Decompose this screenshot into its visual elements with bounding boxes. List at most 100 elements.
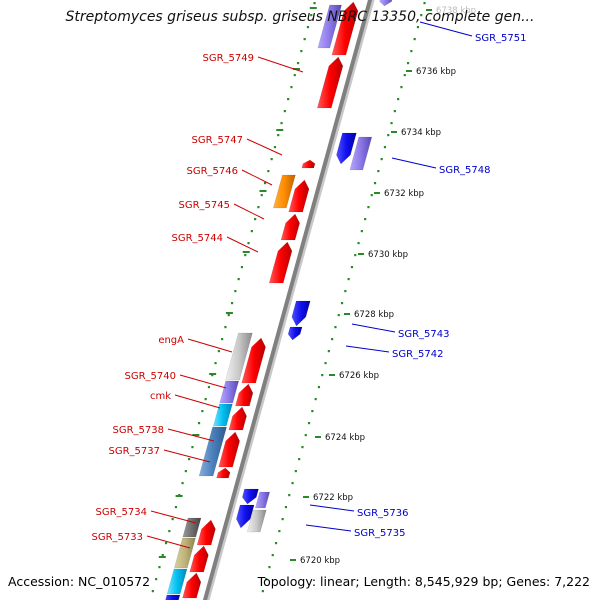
leader-line (345, 345, 390, 353)
gene-feature (291, 300, 311, 327)
ruler-dot (260, 194, 263, 197)
ruler-dot (247, 242, 250, 245)
ruler-dot (250, 230, 253, 233)
ruler-dot (310, 14, 313, 17)
gene-feature (242, 488, 259, 505)
ruler-dot (423, 2, 426, 5)
gene-feature (196, 519, 216, 546)
ruler-label: 6722 kbp (313, 493, 353, 503)
gene-feature (189, 545, 209, 573)
gene-feature (219, 380, 240, 404)
gene-feature (272, 174, 296, 209)
ruler-label: 6734 kbp (401, 128, 441, 138)
gene-feature (280, 213, 300, 241)
ruler-dot (298, 458, 301, 461)
gene-feature (254, 491, 271, 509)
gene-label-reverse: SGR_5748 (439, 165, 491, 176)
gene-feature (198, 426, 227, 477)
ruler-dot (327, 350, 330, 353)
ruler-dot (350, 266, 354, 269)
ruler-dot (387, 134, 390, 137)
gene-feature (336, 132, 357, 165)
ruler-dot (406, 62, 410, 65)
leader-line (309, 504, 355, 512)
ruler-dot (344, 290, 347, 293)
leader-line (241, 169, 273, 186)
ruler-dot (340, 302, 344, 305)
ruler-dot (331, 338, 334, 341)
ruler-dot (164, 542, 168, 545)
leader-line (163, 449, 211, 463)
leader-line (179, 374, 227, 389)
gene-feature (173, 537, 196, 569)
ruler-dot (420, 14, 423, 17)
label-leaders (146, 21, 473, 549)
gene-features (165, 0, 393, 600)
gene-label-reverse: SGR_5742 (392, 349, 444, 360)
ruler-dot (290, 86, 293, 89)
gene-label-forward: engA (158, 335, 184, 346)
gene-feature (228, 406, 247, 431)
leader-line (226, 236, 259, 253)
leader-line (167, 428, 215, 442)
ruler-dot (227, 314, 230, 317)
ruler-dot (383, 146, 387, 149)
topology-text: Topology: linear; Length: 8,545,929 bp; … (257, 574, 590, 589)
leader-line (305, 524, 352, 532)
ruler-dot (158, 566, 161, 569)
ruler-dot (268, 566, 271, 569)
ruler-dot (296, 62, 300, 65)
ruler-dot (155, 578, 158, 581)
ruler-dot (370, 194, 373, 197)
ruler-dot (413, 38, 416, 41)
ruler-dot (304, 434, 307, 437)
ruler-dot (357, 242, 360, 245)
ruler-dot (397, 98, 400, 101)
gene-label-forward: SGR_5744 (172, 233, 224, 244)
ruler-label: 6738 kbp (436, 6, 476, 16)
ruler-dot (334, 326, 337, 329)
ruler-dot (364, 218, 367, 221)
gene-feature (218, 431, 240, 468)
gene-feature (212, 403, 233, 427)
ruler-dot (237, 278, 240, 281)
gene-feature (288, 179, 310, 213)
ruler-dot (410, 50, 413, 53)
ruler-dot (400, 86, 403, 89)
ruler-dot (367, 206, 370, 209)
ruler-dot (270, 158, 273, 161)
gene-label-forward: SGR_5747 (192, 135, 244, 146)
ruler-label: 6728 kbp (354, 310, 394, 320)
ruler-dot (201, 410, 204, 413)
ruler-dot (217, 350, 220, 353)
ruler-dot (278, 530, 281, 533)
leader-line (257, 56, 304, 73)
ruler-dot (347, 278, 350, 281)
ruler-dot (288, 494, 291, 497)
ruler-ticks (151, 2, 426, 593)
gene-feature (216, 467, 231, 479)
gene-feature (235, 383, 254, 407)
ruler-dot (240, 266, 244, 269)
leader-line (351, 323, 396, 333)
gene-feature (246, 509, 267, 533)
ruler-dot (313, 2, 316, 5)
ruler-dot (214, 362, 217, 365)
gene-label-reverse: SGR_5736 (357, 508, 409, 519)
ruler-dot (373, 182, 377, 185)
ruler-dot (234, 290, 237, 293)
ruler-dot (377, 170, 380, 173)
ruler-dot (301, 446, 304, 449)
ruler-dot (191, 446, 194, 449)
ruler-label: 6732 kbp (384, 189, 424, 199)
ruler-dot (181, 482, 184, 485)
ruler-dot (284, 506, 288, 509)
gene-label-reverse: SGR_5743 (398, 329, 450, 340)
gene-label-forward: SGR_5740 (125, 371, 177, 382)
ruler-dot (291, 482, 294, 485)
ruler-dot (314, 398, 317, 401)
ruler-dot (354, 254, 357, 257)
ruler-dot (293, 74, 296, 77)
gene-label-forward: SGR_5738 (113, 425, 165, 436)
